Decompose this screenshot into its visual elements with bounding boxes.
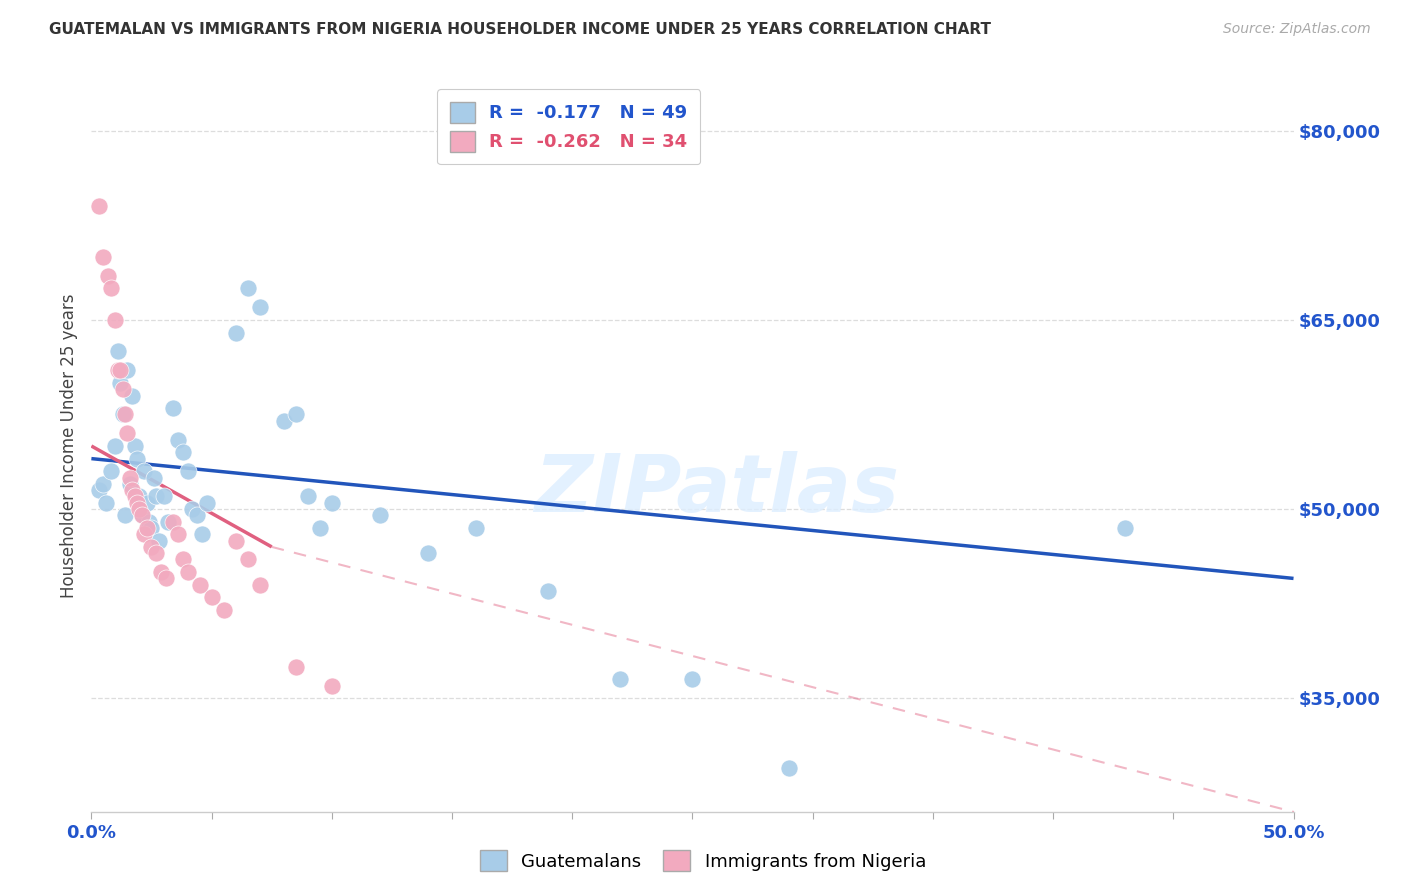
Point <box>141 540 163 554</box>
Point <box>131 508 153 523</box>
Point <box>118 470 141 484</box>
Text: GUATEMALAN VS IMMIGRANTS FROM NIGERIA HOUSEHOLDER INCOME UNDER 25 YEARS CORRELAT: GUATEMALAN VS IMMIGRANTS FROM NIGERIA HO… <box>49 22 991 37</box>
Y-axis label: Householder Income Under 25 years: Householder Income Under 25 years <box>60 293 79 599</box>
Point <box>111 382 134 396</box>
Point <box>145 490 167 504</box>
Point <box>1114 521 1136 535</box>
Point <box>167 527 190 541</box>
Point <box>284 659 307 673</box>
Point <box>114 508 136 523</box>
Point <box>125 496 148 510</box>
Point <box>94 496 117 510</box>
Point <box>104 313 127 327</box>
Point <box>138 515 160 529</box>
Point <box>321 496 343 510</box>
Point <box>162 515 184 529</box>
Point <box>104 439 127 453</box>
Point <box>172 445 194 459</box>
Point <box>176 464 198 478</box>
Point <box>172 552 194 566</box>
Point <box>135 521 157 535</box>
Point <box>148 533 170 548</box>
Point <box>186 508 208 523</box>
Point <box>201 591 224 605</box>
Point <box>118 476 141 491</box>
Point <box>134 464 156 478</box>
Point <box>124 439 146 453</box>
Point <box>152 490 174 504</box>
Point <box>131 508 153 523</box>
Point <box>93 476 115 491</box>
Point <box>128 502 150 516</box>
Point <box>191 527 214 541</box>
Point <box>121 388 143 402</box>
Point <box>124 490 146 504</box>
Point <box>176 565 198 579</box>
Point <box>249 300 271 314</box>
Point <box>778 761 800 775</box>
Point <box>368 508 391 523</box>
Text: ZIPatlas: ZIPatlas <box>534 450 898 529</box>
Point <box>93 250 115 264</box>
Point <box>117 363 139 377</box>
Point <box>249 578 271 592</box>
Point <box>181 502 204 516</box>
Point <box>110 376 132 390</box>
Point <box>236 281 259 295</box>
Point <box>117 426 139 441</box>
Point <box>609 673 631 687</box>
Point <box>87 483 110 497</box>
Point <box>145 546 167 560</box>
Point <box>107 363 129 377</box>
Legend: Guatemalans, Immigrants from Nigeria: Guatemalans, Immigrants from Nigeria <box>472 843 934 879</box>
Point <box>114 408 136 422</box>
Point <box>111 408 134 422</box>
Point <box>225 533 247 548</box>
Point <box>681 673 703 687</box>
Point <box>297 490 319 504</box>
Point <box>537 584 560 599</box>
Point <box>212 603 235 617</box>
Point <box>110 363 132 377</box>
Point <box>125 451 148 466</box>
Point <box>416 546 439 560</box>
Point <box>100 464 122 478</box>
Point <box>107 344 129 359</box>
Point <box>465 521 488 535</box>
Point <box>128 490 150 504</box>
Point <box>141 521 163 535</box>
Point <box>162 401 184 416</box>
Point <box>135 496 157 510</box>
Point <box>321 679 343 693</box>
Point <box>225 326 247 340</box>
Point <box>188 578 211 592</box>
Point <box>134 527 156 541</box>
Point <box>308 521 330 535</box>
Point <box>87 199 110 213</box>
Point <box>155 571 177 585</box>
Point <box>273 414 295 428</box>
Point <box>150 565 173 579</box>
Point <box>236 552 259 566</box>
Point <box>167 433 190 447</box>
Point <box>157 515 180 529</box>
Point <box>142 470 165 484</box>
Point <box>284 408 307 422</box>
Point <box>195 496 218 510</box>
Point <box>100 281 122 295</box>
Point <box>121 483 143 497</box>
Point <box>97 268 120 283</box>
Text: Source: ZipAtlas.com: Source: ZipAtlas.com <box>1223 22 1371 37</box>
Legend: R =  -0.177   N = 49, R =  -0.262   N = 34: R = -0.177 N = 49, R = -0.262 N = 34 <box>437 89 700 164</box>
